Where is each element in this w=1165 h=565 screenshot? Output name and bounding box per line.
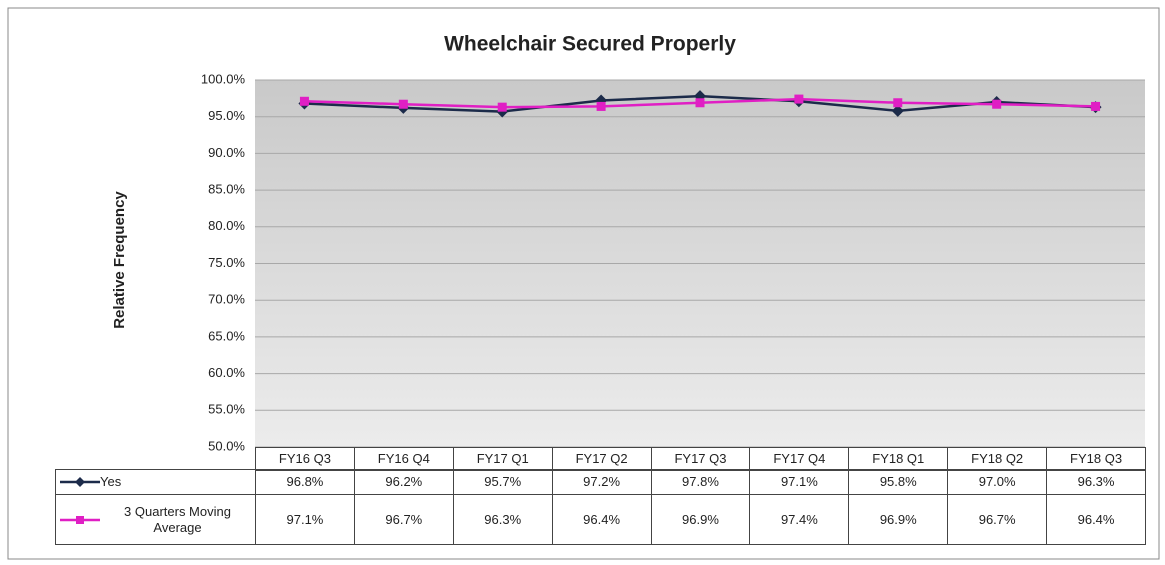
x-tick-label: FY17 Q4: [749, 447, 850, 471]
x-tick-label: FY18 Q1: [848, 447, 949, 471]
x-tick-label: FY16 Q4: [353, 447, 454, 471]
x-tick-label: FY17 Q2: [551, 447, 652, 471]
y-tick-label: 75.0%: [208, 255, 245, 270]
table-value: 95.8%: [848, 469, 949, 495]
table-value: 96.8%: [255, 469, 355, 495]
marker: [891, 104, 904, 117]
table-value: 96.7%: [947, 494, 1048, 545]
y-tick-label: 55.0%: [208, 402, 245, 417]
marker: [497, 102, 507, 112]
table-value: 97.2%: [551, 469, 652, 495]
table-value: 96.9%: [650, 494, 751, 545]
x-tick-label: FY18 Q2: [947, 447, 1048, 471]
table-value: 96.2%: [353, 469, 454, 495]
y-tick-label: 100.0%: [201, 71, 246, 86]
marker: [893, 98, 903, 108]
marker: [398, 99, 408, 109]
legend-marker: [76, 515, 84, 524]
y-tick-label: 80.0%: [208, 218, 245, 233]
marker: [992, 99, 1002, 109]
legend-entry: 3 Quarters Moving Average: [55, 494, 256, 545]
table-value: 96.9%: [848, 494, 949, 545]
x-tick-label: FY17 Q1: [452, 447, 553, 471]
table-value: 96.3%: [1046, 469, 1146, 495]
table-value: 95.7%: [452, 469, 553, 495]
table-value: 97.8%: [650, 469, 751, 495]
legend-label: Yes: [100, 474, 122, 489]
y-tick-label: 60.0%: [208, 365, 245, 380]
marker: [695, 98, 705, 108]
table-value: 97.0%: [947, 469, 1048, 495]
y-tick-label: 65.0%: [208, 328, 245, 343]
x-tick-label: FY16 Q3: [255, 447, 355, 471]
table-value: 96.7%: [353, 494, 454, 545]
table-value: 97.1%: [255, 494, 355, 545]
y-tick-label: 70.0%: [208, 292, 245, 307]
legend-label: 3 Quarters Moving Average: [124, 503, 231, 535]
legend-entry: Yes: [55, 469, 256, 495]
table-value: 96.4%: [1046, 494, 1146, 545]
table-value: 96.3%: [452, 494, 553, 545]
marker: [1091, 101, 1101, 111]
legend-key: [60, 515, 100, 524]
table-value: 96.4%: [551, 494, 652, 545]
y-tick-label: 85.0%: [208, 182, 245, 197]
y-axis-label: Relative Frequency: [111, 191, 128, 329]
table-value: 97.1%: [749, 469, 850, 495]
chart-title: Wheelchair Secured Properly: [444, 33, 736, 56]
y-tick-label: 95.0%: [208, 108, 245, 123]
marker: [299, 96, 309, 106]
legend-key: [60, 477, 100, 487]
y-tick-label: 50.0%: [208, 438, 245, 453]
x-tick-label: FY18 Q3: [1046, 447, 1146, 471]
table-value: 97.4%: [749, 494, 850, 545]
y-tick-label: 90.0%: [208, 145, 245, 160]
marker: [596, 101, 606, 111]
legend-marker: [75, 477, 85, 487]
marker: [794, 94, 804, 104]
x-tick-label: FY17 Q3: [650, 447, 751, 471]
